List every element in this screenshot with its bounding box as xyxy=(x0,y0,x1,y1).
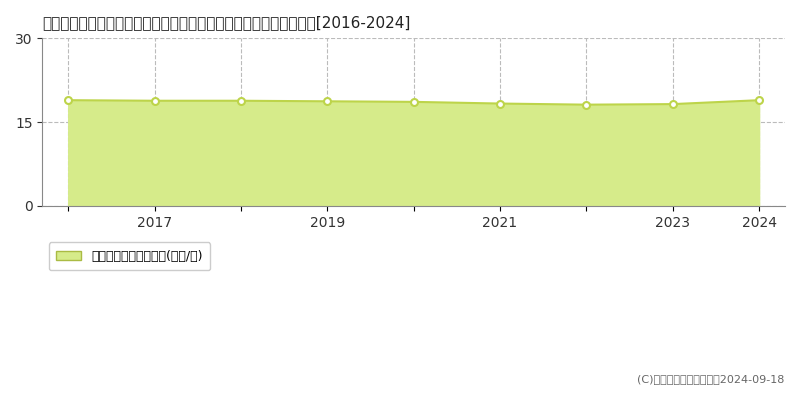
Text: (C)土地価格ドットコム　2024-09-18: (C)土地価格ドットコム 2024-09-18 xyxy=(637,374,784,384)
Text: 千葉県野田市宮崎新田字中畑ケ谷７９番２０　公示地価　地価推移[2016-2024]: 千葉県野田市宮崎新田字中畑ケ谷７９番２０ 公示地価 地価推移[2016-2024… xyxy=(42,15,410,30)
Legend: 公示地価　平均坤単価(万円/坤): 公示地価 平均坤単価(万円/坤) xyxy=(49,242,210,270)
